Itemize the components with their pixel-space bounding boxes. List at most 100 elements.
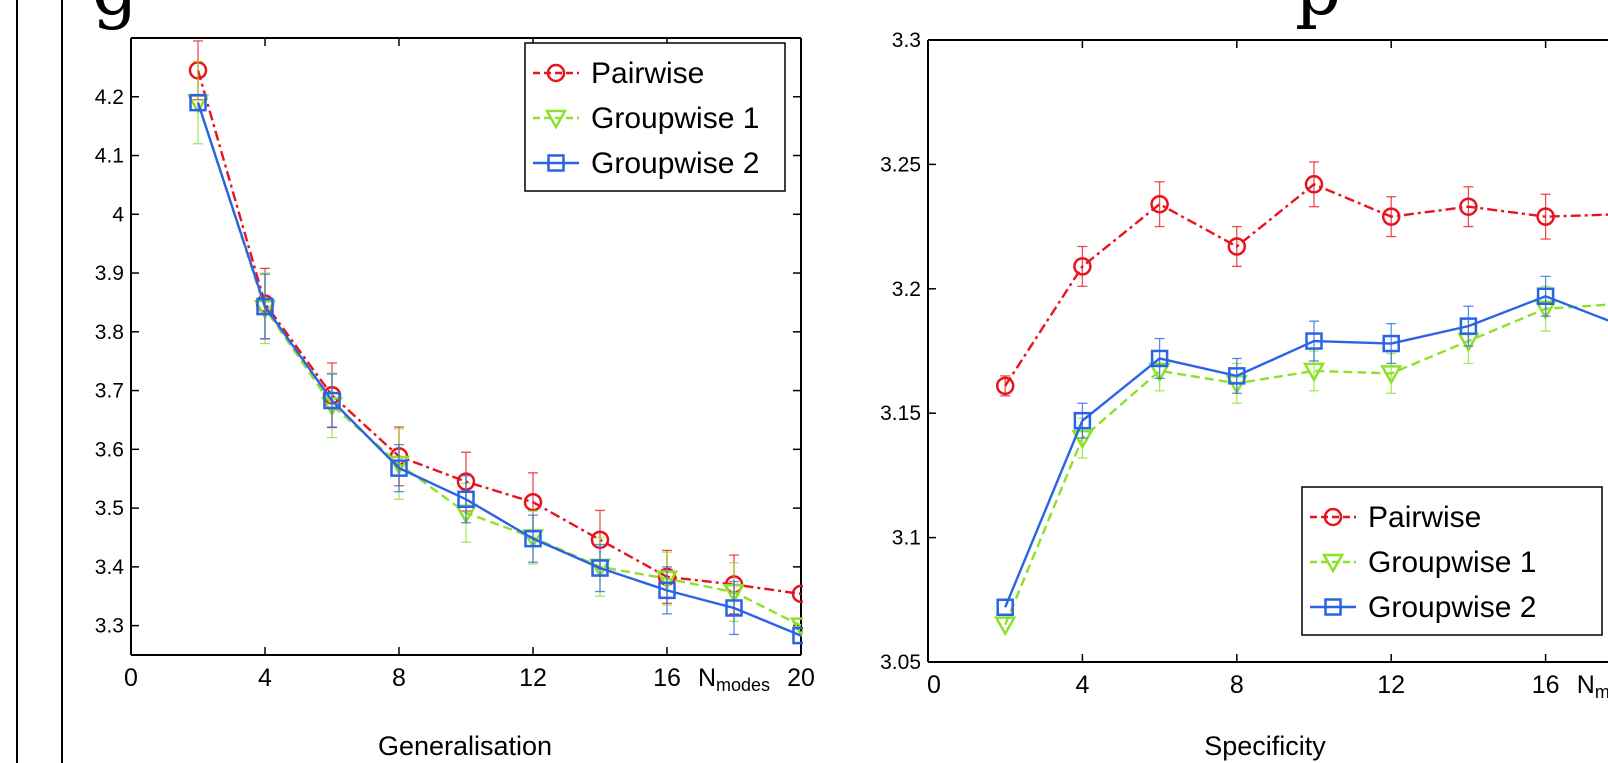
legend-marker (1324, 598, 1342, 616)
x-annotation-sub: modes (1595, 682, 1608, 702)
x-annotation-main: N (698, 664, 716, 692)
x-tick-label: 8 (1230, 671, 1244, 699)
legend-label: Pairwise (591, 57, 704, 90)
legend-box (1301, 486, 1603, 636)
data-point (1382, 334, 1400, 353)
data-point (1073, 411, 1092, 430)
data-point (189, 93, 207, 112)
legend-item: Groupwise 1 (1310, 546, 1536, 579)
x-tick-label: 16 (1532, 671, 1560, 699)
data-point (658, 581, 676, 600)
y-tick-label: 3.15 (880, 402, 921, 425)
y-tick-label: 4.1 (95, 145, 124, 168)
legend-label: Groupwise 2 (1368, 591, 1536, 624)
data-point (1459, 317, 1478, 335)
data-point (457, 490, 475, 509)
x-tick-label: 4 (1075, 671, 1089, 699)
x-axis-label: Generalisation (378, 731, 552, 761)
x-annotation: Nmodes (698, 664, 770, 695)
x-tick-label: 12 (1377, 671, 1405, 699)
x-tick-label: 0 (927, 671, 941, 699)
x-tick-label: 0 (124, 664, 138, 692)
data-point (390, 459, 408, 477)
legend-marker (1321, 553, 1345, 574)
y-tick-label: 3.5 (95, 497, 124, 520)
x-annotation-main: N (1577, 671, 1595, 699)
legend-item: Pairwise (533, 57, 704, 90)
series-line (1004, 182, 1608, 387)
data-point (1228, 367, 1246, 385)
legend-item: Groupwise 2 (533, 147, 759, 180)
x-axis-label: Specificity (1204, 731, 1326, 761)
data-point (323, 391, 341, 410)
series-groupwise-2 (189, 93, 803, 645)
legend-label: Groupwise 1 (591, 102, 759, 135)
legend-marker (1323, 507, 1343, 527)
data-point (1302, 362, 1326, 383)
legend-item: Pairwise (1310, 501, 1481, 534)
generalisation-chart: 3.3 3.4 3.5 3.6 3.7 3.8 3.9 4 4.1 4.2 0 4 8 12 16 20 Nmo… (95, 37, 815, 761)
data-point (523, 492, 543, 512)
y-tick-label: 3.4 (95, 556, 125, 579)
x-tick-label: 8 (392, 664, 406, 692)
data-point (524, 529, 542, 548)
x-annotation: Nmodes (1577, 671, 1608, 702)
data-point (791, 584, 803, 604)
series-line (196, 102, 802, 637)
data-point (1073, 257, 1092, 276)
x-tick-label: 20 (787, 664, 815, 692)
data-point (1380, 365, 1403, 385)
y-tick-label: 3.25 (880, 153, 921, 176)
specificity-chart: 3.05 3.1 3.15 3.2 3.25 3.3 0 4 8 12 16 Nmodes Specif… (880, 29, 1608, 761)
series-groupwise-2 (996, 275, 1608, 617)
data-point (1381, 207, 1401, 226)
data-point (1305, 332, 1323, 350)
y-tick-label: 3.3 (892, 29, 921, 52)
plot-area (994, 161, 1608, 637)
data-point (789, 617, 803, 638)
title-fragment-left: g (92, 0, 138, 31)
data-point (994, 616, 1017, 637)
series-line (196, 69, 802, 596)
legend-marker (546, 63, 566, 83)
data-point (591, 559, 609, 577)
title-fragment-right: p (1295, 0, 1341, 31)
series-pairwise (995, 161, 1608, 397)
data-point (1536, 287, 1555, 306)
data-point (996, 598, 1014, 617)
series-line (1004, 303, 1608, 626)
x-tick-label: 12 (519, 664, 547, 692)
data-point (256, 297, 274, 316)
y-tick-label: 3.7 (95, 380, 124, 403)
y-tick-label: 3.8 (95, 321, 124, 344)
data-point (792, 626, 803, 645)
y-tick-label: 4 (112, 203, 124, 226)
legend-label: Pairwise (1368, 501, 1481, 534)
data-point (1227, 237, 1247, 256)
y-tick-label: 3.9 (95, 262, 124, 285)
legend: Pairwise Groupwise 1 Groupwise 2 (524, 42, 786, 192)
legend-marker (544, 109, 568, 130)
x-tick-label: 4 (258, 664, 272, 692)
data-point (725, 599, 743, 617)
y-tick-label: 3.1 (892, 527, 921, 550)
data-point (995, 376, 1015, 396)
legend-item: Groupwise 1 (533, 102, 759, 135)
legend: Pairwise Groupwise 1 Groupwise 2 (1301, 486, 1603, 636)
y-tick-label: 4.2 (95, 86, 124, 109)
legend-item: Groupwise 2 (1310, 591, 1536, 624)
data-point (1536, 207, 1555, 226)
series-line (1004, 294, 1608, 608)
data-point (1150, 349, 1169, 368)
x-annotation-sub: modes (716, 675, 770, 695)
y-tick-label: 3.3 (95, 615, 124, 638)
data-point (1459, 197, 1478, 216)
y-tick-label: 3.05 (880, 651, 921, 674)
y-tick-label: 3.2 (892, 278, 921, 301)
legend-marker (547, 154, 565, 172)
legend-label: Groupwise 1 (1368, 546, 1536, 579)
x-tick-label: 16 (653, 664, 681, 692)
legend-label: Groupwise 2 (591, 147, 759, 180)
data-point (1304, 175, 1324, 194)
